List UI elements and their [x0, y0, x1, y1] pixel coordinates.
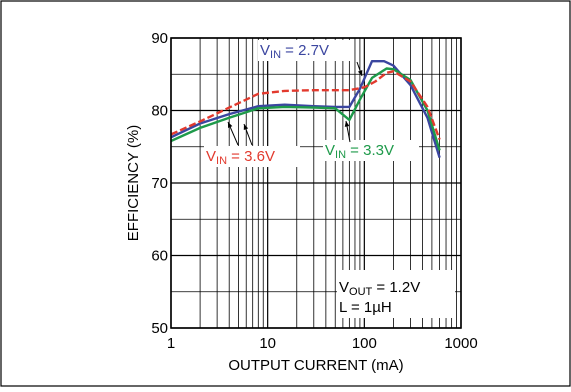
series-label-rest: = 3.6V — [227, 148, 275, 165]
conditions-box: VOUT = 1.2V L = 1µH — [337, 270, 455, 318]
series-label-rest: = 3.3V — [346, 142, 394, 159]
callout-arrowhead — [243, 124, 249, 130]
series-label-main: V — [260, 42, 270, 59]
x-tick-label: 10 — [259, 335, 276, 352]
callout-background — [323, 140, 419, 161]
y-tick-label: 80 — [151, 103, 168, 120]
series-lines — [170, 60, 441, 158]
y-tick-label: 70 — [151, 175, 168, 192]
series-label: VIN = 3.6V — [206, 148, 275, 167]
condition-vout-rest: = 1.2V — [372, 279, 420, 296]
series-label-main: V — [325, 142, 335, 159]
x-tick-label: 100 — [352, 335, 377, 352]
series-label: VIN = 3.3V — [325, 142, 394, 161]
series-label-sub: IN — [335, 149, 346, 161]
series-callout-2: VIN = 3.6V — [204, 121, 300, 167]
condition-vout-main: V — [339, 279, 349, 296]
y-tick-label: 90 — [151, 30, 168, 47]
series-callout-0: VIN = 2.7V — [258, 40, 363, 77]
series-label-sub: IN — [270, 49, 281, 61]
series-line-1 — [170, 67, 441, 151]
series-label-main: V — [206, 148, 216, 165]
conditions-background — [337, 270, 455, 318]
x-axis-title: OUTPUT CURRENT (mA) — [228, 357, 403, 374]
callout-background — [258, 40, 354, 61]
x-tick-label: 1000 — [444, 335, 477, 352]
series-label-sub: IN — [216, 155, 227, 167]
callout-background — [204, 146, 300, 167]
plot-border — [170, 37, 462, 329]
x-tick-label: 1 — [167, 335, 175, 352]
series-label-rest: = 2.7V — [281, 42, 329, 59]
condition-vout-sub: OUT — [349, 286, 373, 298]
series-line-0 — [170, 60, 441, 158]
series-callout-1: VIN = 3.3V — [323, 120, 419, 161]
callout-arrowhead — [228, 122, 233, 128]
y-tick-label: 50 — [151, 320, 168, 337]
callout-arrowhead — [344, 121, 350, 127]
callout-arrowhead — [357, 70, 363, 76]
series-line-2 — [170, 70, 441, 140]
y-axis-title: EFFICIENCY (%) — [125, 125, 142, 241]
y-tick-label: 60 — [151, 248, 168, 265]
series-label: VIN = 2.7V — [260, 42, 329, 61]
condition-inductor: L = 1µH — [339, 299, 392, 316]
condition-vout: VOUT = 1.2V — [339, 279, 420, 298]
tick-labels: 1 10 100 1000 50 60 70 80 90 — [151, 30, 477, 352]
